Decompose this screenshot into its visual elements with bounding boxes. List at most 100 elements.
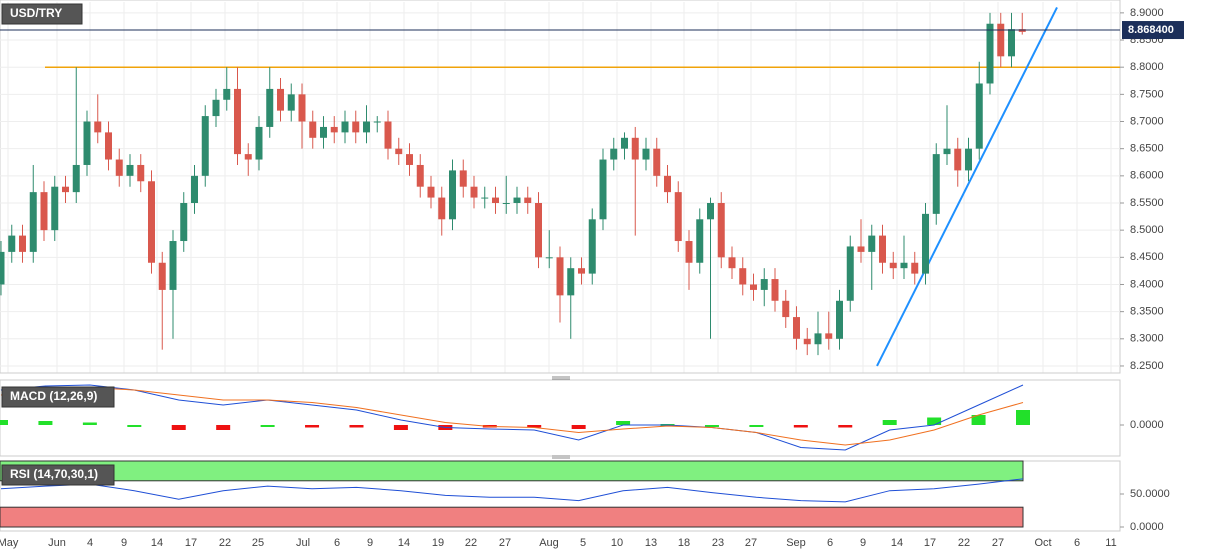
histogram-bar xyxy=(793,425,808,428)
last-price-label: 8.868400 xyxy=(1128,24,1174,36)
x-tick-label: 9 xyxy=(860,537,866,549)
candle-body xyxy=(588,219,596,274)
candle-body xyxy=(846,246,854,301)
histogram-bar xyxy=(571,425,586,429)
chart-title-box xyxy=(1,3,83,25)
rsi-band xyxy=(0,460,1024,482)
histogram-bar xyxy=(882,420,897,425)
candle-body xyxy=(352,121,360,133)
indicator-line xyxy=(0,386,1024,446)
candle-body xyxy=(1008,29,1015,57)
candle-body xyxy=(234,88,241,155)
candle-body xyxy=(900,262,908,269)
candle-body xyxy=(212,99,220,117)
candle-body xyxy=(911,262,919,274)
y-tick-label: 8.4000 xyxy=(1130,278,1164,290)
histogram-bar xyxy=(616,421,631,425)
x-tick-label: 6 xyxy=(334,537,340,549)
candle-body xyxy=(567,268,575,296)
histogram-bar xyxy=(0,420,8,425)
x-tick-label: Oct xyxy=(1034,537,1051,549)
candle-body xyxy=(986,23,994,84)
histogram-bar xyxy=(171,425,186,430)
x-tick-label: 5 xyxy=(580,537,586,549)
y-tick-label: 8.5000 xyxy=(1130,224,1164,236)
candle-body xyxy=(836,300,843,339)
x-tick-label: 13 xyxy=(645,537,657,549)
macd-panel xyxy=(0,379,1121,457)
y-tick-label: 0.0000 xyxy=(1130,521,1164,533)
histogram-bar xyxy=(38,421,53,425)
y-tick-label: 8.8000 xyxy=(1130,61,1164,73)
candle-body xyxy=(51,186,59,231)
x-tick-label: May xyxy=(0,537,19,549)
candle-body xyxy=(180,202,188,242)
candle-body xyxy=(922,213,929,274)
candle-body xyxy=(707,202,714,220)
x-tick-label: 10 xyxy=(611,537,623,549)
x-tick-label: 9 xyxy=(367,537,373,549)
candle-body xyxy=(717,202,725,258)
histogram-bar xyxy=(393,425,408,430)
y-tick-label: 8.7000 xyxy=(1130,115,1164,127)
candle-body xyxy=(126,164,134,176)
candle-body xyxy=(750,284,757,290)
candle-body xyxy=(223,88,231,100)
candle-body xyxy=(330,126,338,133)
candle-body xyxy=(631,137,639,160)
candle-body xyxy=(255,126,263,160)
histogram-bar xyxy=(749,425,764,427)
candle-body xyxy=(513,197,521,203)
candle-body xyxy=(158,262,166,290)
candle-body xyxy=(954,148,962,171)
y-tick-label: 8.5500 xyxy=(1130,197,1164,209)
indicator-line xyxy=(0,478,1024,503)
x-tick-label: 25 xyxy=(252,537,264,549)
histogram-bar xyxy=(216,425,231,430)
candle-body xyxy=(298,94,306,122)
rsi-band xyxy=(0,506,1024,528)
splitter[interactable] xyxy=(552,455,570,459)
x-tick-label: 4 xyxy=(87,537,93,549)
candle-body xyxy=(997,23,1005,57)
candle-body xyxy=(868,235,876,252)
x-tick-label: 6 xyxy=(1074,537,1080,549)
x-tick-label: 14 xyxy=(398,537,410,549)
candle-body xyxy=(771,279,779,301)
candle-body xyxy=(889,262,897,269)
x-tick-label: 22 xyxy=(219,537,231,549)
candle-body xyxy=(932,154,940,214)
x-tick-label: 27 xyxy=(499,537,511,549)
candle-body xyxy=(535,202,542,258)
candle-body xyxy=(782,300,790,318)
indicator-title-box xyxy=(1,386,115,408)
y-tick-label: 0.0000 xyxy=(1130,419,1164,431)
candle-body xyxy=(169,241,177,290)
candle-body xyxy=(459,170,467,187)
x-tick-label: 27 xyxy=(992,537,1004,549)
last-price-box xyxy=(1122,21,1184,40)
candle-body xyxy=(320,126,327,138)
x-tick-label: 22 xyxy=(465,537,477,549)
candle-body xyxy=(599,159,607,220)
x-tick-label: 18 xyxy=(678,537,690,549)
candle-body xyxy=(793,317,800,339)
candle-body xyxy=(416,164,424,187)
candle-body xyxy=(406,154,413,165)
candle-body xyxy=(363,121,370,133)
splitter[interactable] xyxy=(552,376,570,380)
y-tick-label: 8.9000 xyxy=(1130,7,1164,19)
candle-body xyxy=(384,121,392,149)
y-tick-label: 8.6000 xyxy=(1130,170,1164,182)
candle-body xyxy=(40,192,48,231)
candle-body xyxy=(728,257,736,269)
candle-body xyxy=(438,197,446,220)
indicator-title-box xyxy=(1,464,115,486)
candle-body xyxy=(857,246,865,252)
y-tick-label: 8.3000 xyxy=(1130,333,1164,345)
candle-body xyxy=(148,181,155,263)
x-tick-label: 23 xyxy=(712,537,724,549)
candle-body xyxy=(277,88,284,111)
candle-body xyxy=(610,148,618,160)
